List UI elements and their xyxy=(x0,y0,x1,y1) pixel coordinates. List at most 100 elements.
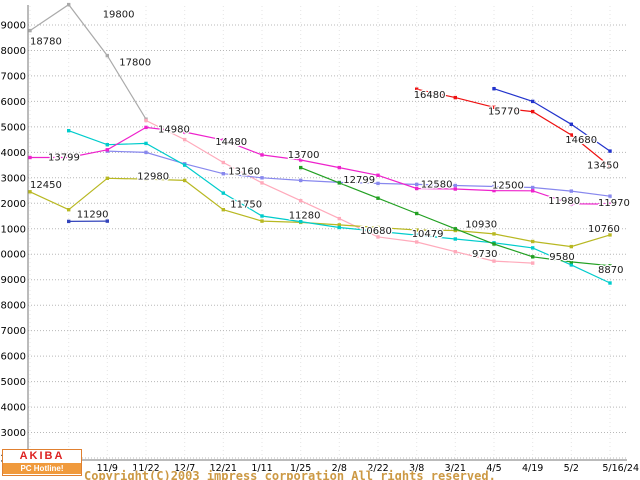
marker-red-line xyxy=(608,164,612,169)
marker-olive-line xyxy=(105,176,109,180)
marker-olive-line xyxy=(260,219,264,223)
y-axis-label: 6000 xyxy=(1,352,26,363)
marker-pink-line xyxy=(260,181,264,185)
point-label: 11290 xyxy=(77,209,109,220)
marker-green-line xyxy=(453,227,457,231)
marker-olive-line xyxy=(492,232,496,236)
marker-green-line xyxy=(376,196,380,200)
y-axis-label: 12000 xyxy=(0,199,26,210)
x-axis-label: 1/11 xyxy=(251,463,272,474)
marker-green-line xyxy=(337,181,341,185)
marker-navy-short-line xyxy=(105,219,109,223)
marker-green-line xyxy=(608,264,612,268)
marker-gray-line xyxy=(67,2,71,7)
y-axis-label: 8000 xyxy=(1,301,26,312)
marker-magenta-line xyxy=(337,165,341,170)
marker-olive-line xyxy=(144,177,148,181)
marker-green-line xyxy=(415,211,419,216)
point-label: 12500 xyxy=(492,181,524,192)
marker-magenta-line xyxy=(299,158,303,162)
point-label: 12799 xyxy=(343,175,375,186)
series-magenta-line xyxy=(30,126,611,205)
series-pink-line xyxy=(145,119,533,264)
point-label: 14980 xyxy=(158,124,190,135)
x-axis-label: 11/22 xyxy=(132,463,159,474)
marker-olive-line xyxy=(337,223,341,227)
marker-olive-line xyxy=(569,244,573,249)
point-label: 10680 xyxy=(360,226,392,237)
marker-green-line xyxy=(492,242,496,246)
marker-pink-line xyxy=(492,259,496,263)
marker-olive-line xyxy=(608,233,612,237)
marker-blue-line xyxy=(608,194,612,198)
x-axis-label: 11/9 xyxy=(97,463,118,474)
marker-blue-line xyxy=(492,184,496,189)
akiba-logo-title: AKIBA xyxy=(19,450,65,462)
x-axis-label: 2/22 xyxy=(367,463,388,474)
marker-cyan-line xyxy=(608,281,612,285)
akiba-logo: AKIBA PC Hotline! xyxy=(2,449,82,476)
x-axis-label: 2/8 xyxy=(332,463,347,474)
marker-pink-line xyxy=(183,137,187,142)
marker-magenta-line xyxy=(453,187,457,191)
marker-olive-line xyxy=(531,239,535,244)
marker-magenta-line xyxy=(260,153,264,157)
marker-navy-short-line xyxy=(67,219,71,224)
series-gray-line xyxy=(29,3,147,120)
marker-pink-line xyxy=(531,261,535,265)
series-olive-line xyxy=(29,177,611,248)
marker-red-line xyxy=(415,87,419,91)
y-axis-label: 14000 xyxy=(0,148,26,159)
marker-olive-line xyxy=(67,208,71,212)
marker-red-line xyxy=(569,133,573,137)
point-label: 14680 xyxy=(565,135,597,146)
marker-magenta-line xyxy=(28,155,32,160)
point-label: 11750 xyxy=(230,200,262,211)
marker-magenta-line xyxy=(105,148,109,152)
point-label: 11280 xyxy=(289,211,321,222)
copyright-line1: Copyright(C)2003 impress corporation All… xyxy=(84,469,496,480)
series-red-line xyxy=(416,88,611,167)
point-label: 8870 xyxy=(598,265,623,276)
marker-cyan-line xyxy=(105,143,109,147)
marker-olive-line xyxy=(183,178,187,183)
marker-green-line xyxy=(569,260,573,264)
marker-cyan-line xyxy=(67,129,71,133)
point-label: 13450 xyxy=(587,160,619,171)
marker-magenta-line xyxy=(221,138,225,142)
marker-cyan-line xyxy=(453,237,457,241)
marker-cyan-line xyxy=(144,141,148,146)
marker-magenta-line xyxy=(144,125,148,130)
marker-darkblue-line xyxy=(531,99,535,104)
point-label: 9580 xyxy=(549,252,574,263)
marker-pink-line xyxy=(337,216,341,221)
y-axis-label: 9000 xyxy=(1,275,26,286)
point-label: 14480 xyxy=(215,137,247,148)
point-label: 10479 xyxy=(412,229,444,240)
point-label: 10930 xyxy=(465,220,497,231)
x-axis-label: 4/5 xyxy=(486,463,501,474)
marker-blue-line xyxy=(453,183,457,188)
marker-cyan-line xyxy=(221,191,225,195)
marker-darkblue-line xyxy=(569,122,573,126)
marker-cyan-line xyxy=(376,229,380,233)
point-label: 12450 xyxy=(30,180,62,191)
marker-olive-line xyxy=(221,208,225,212)
y-axis-label: 13000 xyxy=(0,173,26,184)
marker-magenta-line xyxy=(376,173,380,177)
marker-olive-line xyxy=(415,228,419,232)
point-label: 19800 xyxy=(103,10,135,21)
marker-magenta-line xyxy=(183,130,187,134)
marker-olive-line xyxy=(28,190,32,194)
point-label: 16480 xyxy=(414,90,446,101)
marker-magenta-line xyxy=(492,188,496,193)
x-axis-label: 12/21 xyxy=(210,463,237,474)
marker-olive-line xyxy=(376,225,380,230)
marker-cyan-line xyxy=(531,246,535,250)
series-darkblue-line xyxy=(493,88,611,152)
marker-red-line xyxy=(453,95,457,100)
point-label: 11970 xyxy=(598,198,630,209)
point-label: 15770 xyxy=(488,106,520,117)
